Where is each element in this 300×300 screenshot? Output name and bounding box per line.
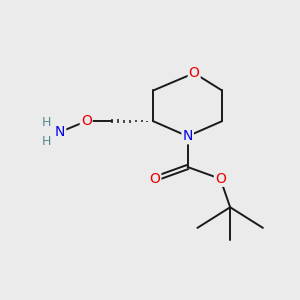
Text: O: O <box>189 66 200 80</box>
Text: O: O <box>81 114 92 128</box>
Text: N: N <box>182 129 193 143</box>
Text: H: H <box>42 135 51 148</box>
Text: H: H <box>42 116 51 129</box>
Text: O: O <box>215 172 226 186</box>
Text: O: O <box>149 172 160 186</box>
Text: N: N <box>55 125 65 139</box>
